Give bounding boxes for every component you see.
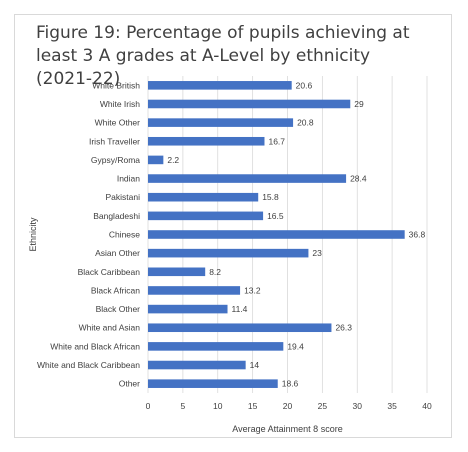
category-label: White Irish xyxy=(100,99,140,109)
bar xyxy=(148,304,228,314)
bar xyxy=(148,192,259,202)
category-label: Other xyxy=(119,379,140,389)
bar xyxy=(148,323,332,333)
bar xyxy=(148,230,405,239)
data-label: 14 xyxy=(250,360,260,370)
x-tick-label: 15 xyxy=(248,401,258,411)
category-label: White British xyxy=(92,80,140,90)
bar xyxy=(148,81,292,90)
x-axis-label: Average Attainment 8 score xyxy=(232,424,342,434)
category-label: Bangladeshi xyxy=(93,211,140,221)
category-label: Black Other xyxy=(96,304,141,314)
bar xyxy=(148,136,265,146)
bar xyxy=(148,360,246,370)
data-label: 26.3 xyxy=(335,323,352,333)
category-label: Irish Traveller xyxy=(89,136,140,146)
x-tick-label: 40 xyxy=(422,401,432,411)
bar xyxy=(148,174,347,183)
data-label: 13.2 xyxy=(244,285,261,295)
data-label: 28.4 xyxy=(350,174,367,184)
data-label: 18.6 xyxy=(282,379,299,389)
x-tick-label: 0 xyxy=(146,401,151,411)
data-label: 8.2 xyxy=(209,267,221,277)
bar xyxy=(148,155,164,165)
data-label: 29 xyxy=(354,99,364,109)
bar xyxy=(148,379,278,388)
x-tick-label: 10 xyxy=(213,401,223,411)
data-label: 15.8 xyxy=(262,192,279,202)
category-label: Indian xyxy=(117,174,140,184)
data-label: 11.4 xyxy=(232,304,248,314)
bar xyxy=(148,248,309,258)
category-label: Asian Other xyxy=(95,248,140,258)
category-label: White and Black African xyxy=(50,341,140,351)
data-label: 23 xyxy=(312,248,322,258)
x-tick-label: 35 xyxy=(387,401,397,411)
category-label: Black African xyxy=(91,285,140,295)
category-label: White and Black Caribbean xyxy=(37,360,140,370)
x-tick-label: 30 xyxy=(353,401,363,411)
category-label: Chinese xyxy=(109,230,140,240)
data-label: 19.4 xyxy=(287,341,304,351)
category-label: White Other xyxy=(95,118,141,128)
data-label: 20.8 xyxy=(297,118,314,128)
x-tick-label: 20 xyxy=(283,401,293,411)
chart-title: Figure 19: Percentage of pupils achievin… xyxy=(36,23,410,89)
y-axis-label: Ethnicity xyxy=(28,217,38,252)
x-tick-label: 5 xyxy=(181,401,186,411)
bar xyxy=(148,267,206,277)
data-label: 20.6 xyxy=(296,80,313,90)
bar xyxy=(148,211,264,221)
bars xyxy=(148,81,405,388)
data-label: 16.5 xyxy=(267,211,284,221)
data-label: 36.8 xyxy=(409,230,426,240)
bar xyxy=(148,342,284,351)
category-label: Gypsy/Roma xyxy=(91,155,140,165)
category-label: Black Caribbean xyxy=(78,267,141,277)
category-label: White and Asian xyxy=(79,323,141,333)
category-label: Pakistani xyxy=(106,192,141,202)
bar xyxy=(148,286,241,295)
bar xyxy=(148,118,294,127)
data-label: 16.7 xyxy=(268,136,285,146)
data-labels: 20.6 29 20.8 16.7 2.2 28.4 15.8 16.5 36.8 23 8.2 13… xyxy=(167,80,425,388)
data-label: 2.2 xyxy=(167,155,179,165)
x-tick-labels: 0 5 10 15 20 25 30 35 40 xyxy=(146,401,432,411)
bar xyxy=(148,99,351,109)
x-tick-label: 25 xyxy=(318,401,328,411)
category-labels: White British White Irish White Other Irish… xyxy=(37,80,140,388)
